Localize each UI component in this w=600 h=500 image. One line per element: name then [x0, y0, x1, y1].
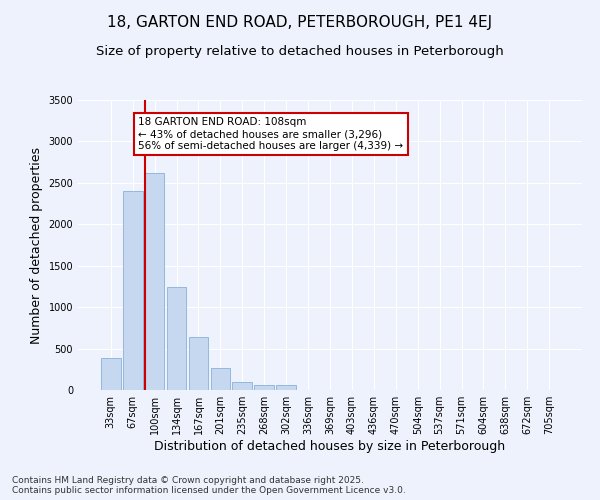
Bar [123, 191, 143, 390]
X-axis label: Distribution of detached houses by size in Peterborough: Distribution of detached houses by size … [154, 440, 506, 453]
Bar [145, 173, 164, 390]
Text: Contains HM Land Registry data © Crown copyright and database right 2025.
Contai: Contains HM Land Registry data © Crown c… [12, 476, 406, 495]
Text: Size of property relative to detached houses in Peterborough: Size of property relative to detached ho… [96, 45, 504, 58]
Bar [167, 288, 187, 390]
Bar [211, 368, 230, 390]
Text: 18 GARTON END ROAD: 108sqm
← 43% of detached houses are smaller (3,296)
56% of s: 18 GARTON END ROAD: 108sqm ← 43% of deta… [139, 118, 404, 150]
Text: 18, GARTON END ROAD, PETERBOROUGH, PE1 4EJ: 18, GARTON END ROAD, PETERBOROUGH, PE1 4… [107, 15, 493, 30]
Bar [254, 384, 274, 390]
Bar [188, 337, 208, 390]
Y-axis label: Number of detached properties: Number of detached properties [30, 146, 43, 344]
Bar [101, 358, 121, 390]
Bar [232, 382, 252, 390]
Bar [276, 386, 296, 390]
